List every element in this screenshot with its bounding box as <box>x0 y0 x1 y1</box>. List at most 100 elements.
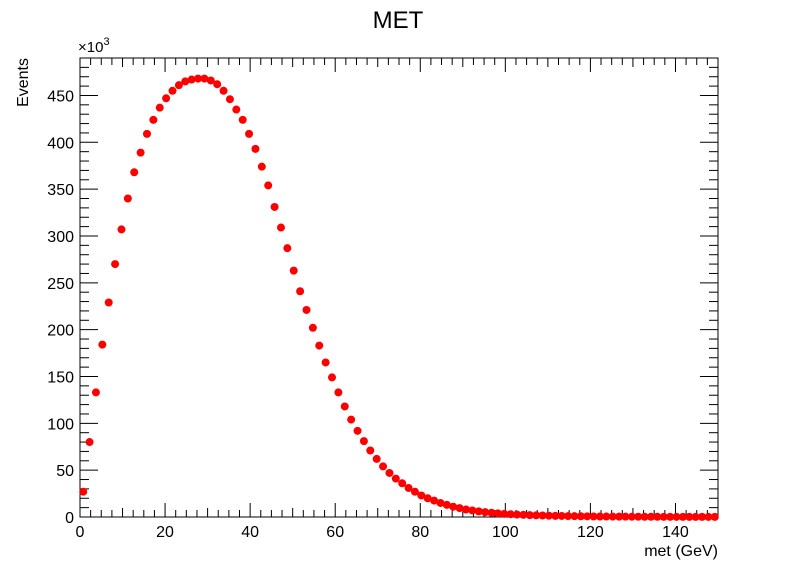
x-tick-label: 60 <box>326 524 344 541</box>
data-point <box>168 86 177 95</box>
data-point <box>710 512 719 521</box>
data-point <box>583 512 592 521</box>
y-axis-ticks: 0 50 100 150 200 250 300 350 400 450 <box>47 57 718 527</box>
data-point <box>449 502 458 511</box>
data-point <box>698 512 707 521</box>
data-point <box>283 244 292 253</box>
data-point <box>264 181 273 190</box>
data-point <box>506 510 515 519</box>
data-point <box>468 506 477 515</box>
data-point <box>685 512 694 521</box>
x-tick-label: 100 <box>492 524 519 541</box>
y-axis-multiplier: ×103 <box>78 36 110 56</box>
x-tick-label: 20 <box>156 524 174 541</box>
data-point <box>385 468 394 477</box>
data-point <box>372 454 381 463</box>
data-point <box>410 487 419 496</box>
data-point <box>149 115 158 124</box>
data-point <box>513 510 522 519</box>
data-point <box>519 510 528 519</box>
data-point <box>347 415 356 424</box>
data-point <box>493 509 502 518</box>
data-point <box>417 491 426 500</box>
data-point <box>366 446 375 455</box>
data-point <box>136 148 145 157</box>
data-point <box>589 512 598 521</box>
data-point <box>666 512 675 521</box>
data-point <box>213 80 222 89</box>
data-point <box>130 168 139 177</box>
data-point <box>659 512 668 521</box>
data-point <box>257 162 266 171</box>
data-points <box>79 74 719 521</box>
data-point <box>576 512 585 521</box>
data-point <box>194 74 203 83</box>
data-point <box>91 388 100 397</box>
x-tick-label: 80 <box>411 524 429 541</box>
y-axis-multiplier-exponent: 3 <box>103 36 109 48</box>
x-axis-label: met (GeV) <box>644 543 718 560</box>
data-point <box>474 507 483 516</box>
x-axis-ticks: 0 20 40 60 80 100 120 140 <box>76 58 719 541</box>
data-point <box>187 75 196 84</box>
y-tick-label: 300 <box>47 229 74 246</box>
data-point <box>219 86 228 95</box>
y-tick-label: 150 <box>47 369 74 386</box>
data-point <box>602 512 611 521</box>
data-point <box>608 512 617 521</box>
data-point <box>155 103 164 112</box>
data-point <box>627 512 636 521</box>
data-point <box>296 287 305 296</box>
plot-area-border <box>79 57 719 518</box>
data-point <box>111 260 120 269</box>
data-point <box>391 474 400 483</box>
data-point <box>538 511 547 520</box>
data-point <box>423 494 432 503</box>
data-point <box>647 512 656 521</box>
data-point <box>398 479 407 488</box>
data-point <box>359 437 368 446</box>
data-point <box>79 487 88 496</box>
data-point <box>544 511 553 520</box>
data-point <box>532 511 541 520</box>
y-tick-label: 250 <box>47 276 74 293</box>
data-point <box>270 202 279 211</box>
data-point <box>551 511 560 520</box>
data-point <box>704 512 713 521</box>
data-point <box>487 508 496 517</box>
y-axis-label: Events <box>15 58 32 107</box>
data-point <box>276 223 285 232</box>
data-point <box>640 512 649 521</box>
data-point <box>302 305 311 314</box>
data-point <box>289 266 298 275</box>
data-point <box>104 298 113 307</box>
data-point <box>564 512 573 521</box>
x-tick-label: 40 <box>241 524 259 541</box>
data-point <box>672 512 681 521</box>
data-point <box>653 512 662 521</box>
y-tick-label: 450 <box>47 88 74 105</box>
y-tick-label: 350 <box>47 182 74 199</box>
data-point <box>595 512 604 521</box>
data-point <box>225 95 234 104</box>
data-point <box>334 388 343 397</box>
data-point <box>232 105 241 114</box>
data-point <box>85 438 94 447</box>
data-point <box>328 373 337 382</box>
data-point <box>436 498 445 507</box>
y-tick-label: 100 <box>47 416 74 433</box>
data-point <box>455 504 464 513</box>
data-point <box>615 512 624 521</box>
data-point <box>238 115 247 124</box>
data-point <box>481 508 490 517</box>
data-point <box>117 225 126 234</box>
data-point <box>353 426 362 435</box>
data-point <box>200 74 209 83</box>
data-point <box>245 129 254 138</box>
data-point <box>181 77 190 86</box>
data-point <box>525 511 534 520</box>
data-point <box>308 323 317 332</box>
x-tick-label: 0 <box>76 524 85 541</box>
chart-title: MET <box>373 7 424 34</box>
